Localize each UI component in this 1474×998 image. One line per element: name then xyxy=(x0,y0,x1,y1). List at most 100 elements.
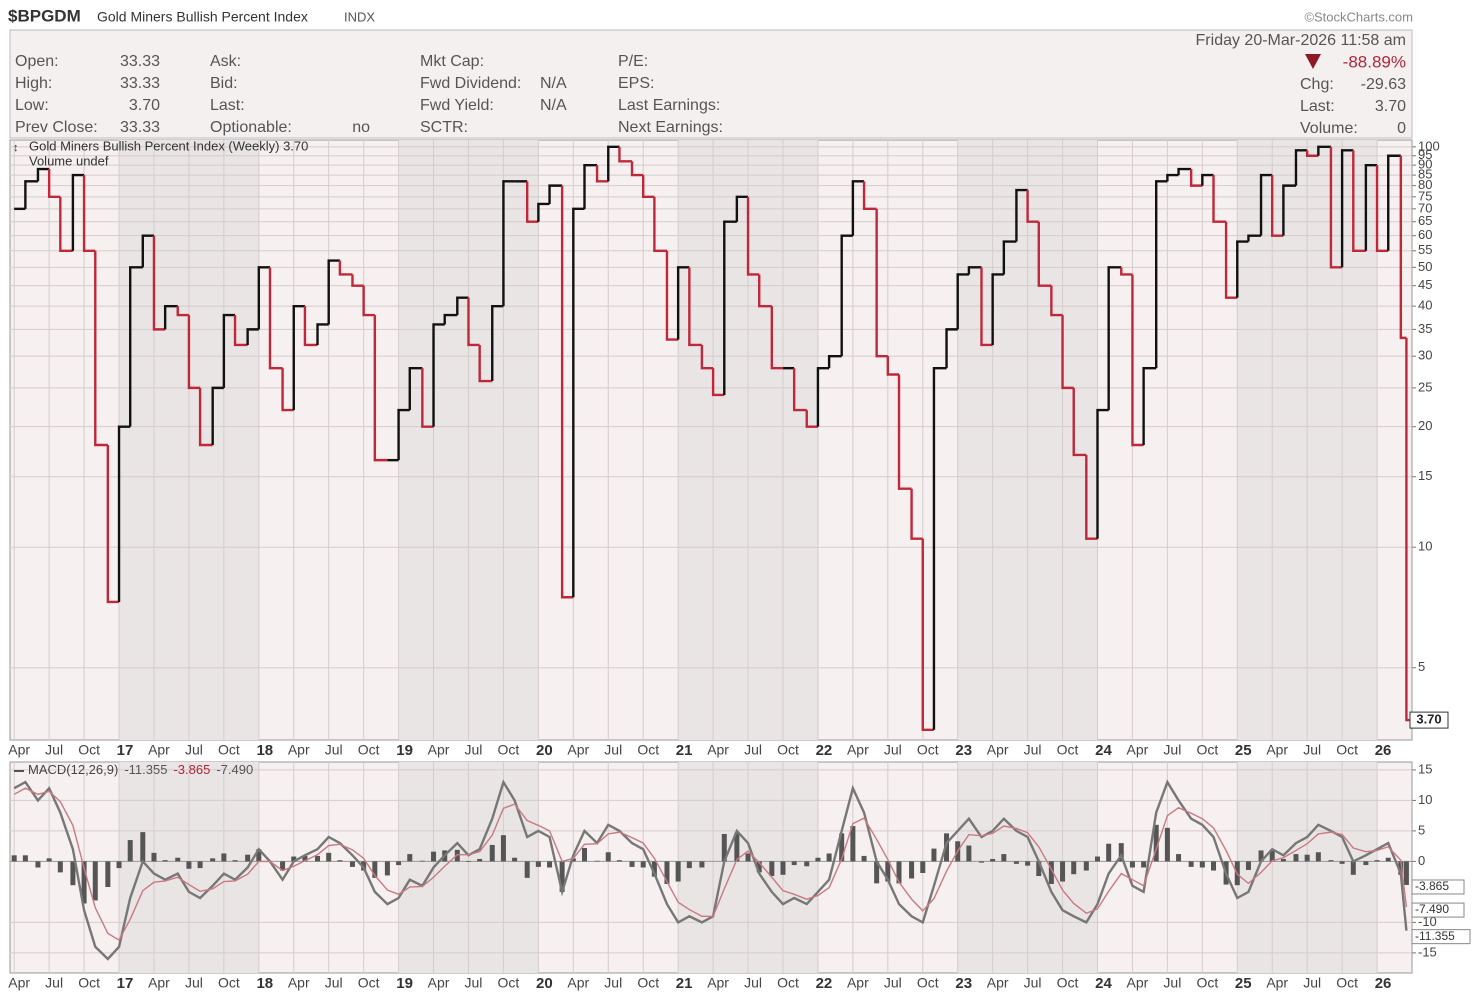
x-tick-label: Apr xyxy=(288,975,310,991)
price-step xyxy=(281,368,294,412)
price-step xyxy=(71,173,85,251)
y-tick-label: 30 xyxy=(1418,348,1432,363)
source: ©StockCharts.com xyxy=(1304,9,1413,24)
histogram-bar xyxy=(489,844,495,862)
y-tick-label: 65 xyxy=(1418,213,1432,228)
x-tick-label: 22 xyxy=(816,742,833,759)
index-name: Gold Miners Bullish Percent Index xyxy=(97,9,308,25)
histogram-bar xyxy=(232,860,238,862)
x-tick-label: Jul xyxy=(465,975,483,991)
price-step xyxy=(525,181,539,223)
histogram-bar xyxy=(280,861,286,871)
price-step xyxy=(1120,267,1133,276)
x-tick-label: Jul xyxy=(1163,742,1181,758)
x-tick-label: 22 xyxy=(816,975,833,992)
price-step xyxy=(945,328,958,369)
x-tick-label: Oct xyxy=(218,975,240,991)
histogram-bar xyxy=(1385,857,1391,862)
field-value: no xyxy=(352,119,370,136)
x-tick-label: 20 xyxy=(536,742,553,759)
legend-label: MACD(12,26,9) xyxy=(28,762,118,777)
histogram-bar xyxy=(686,861,692,869)
histogram-bar xyxy=(512,857,518,862)
field-value: 33.33 xyxy=(120,53,160,70)
x-tick-label: Apr xyxy=(707,975,729,991)
price-step xyxy=(711,368,725,397)
price-step xyxy=(572,207,585,598)
price-step xyxy=(548,184,563,204)
field-label: Low: xyxy=(15,97,49,114)
price-step xyxy=(1166,173,1179,182)
histogram-bar xyxy=(1211,861,1217,871)
x-tick-label: 21 xyxy=(676,975,693,992)
price-step xyxy=(1387,154,1401,251)
field-label: Last: xyxy=(210,97,245,114)
price-step xyxy=(1015,188,1028,242)
field-value: N/A xyxy=(540,97,567,114)
price-step xyxy=(303,306,318,347)
x-tick-label: 19 xyxy=(396,742,413,759)
x-tick-label: 25 xyxy=(1235,975,1252,992)
histogram-bar xyxy=(1304,854,1310,862)
x-tick-label: Jul xyxy=(884,975,902,991)
histogram-bar xyxy=(535,861,541,867)
price-step xyxy=(967,266,982,275)
y-tick-label: 60 xyxy=(1418,227,1432,242)
price-step xyxy=(583,163,598,209)
price-step xyxy=(106,445,120,604)
histogram-bar xyxy=(896,861,902,884)
price-step xyxy=(1340,149,1354,268)
price-step xyxy=(1247,234,1262,242)
y-tick-label: 55 xyxy=(1418,242,1432,257)
price-step xyxy=(676,266,690,340)
histogram-bar xyxy=(315,855,321,862)
histogram-bar xyxy=(826,853,832,862)
histogram-bar xyxy=(186,861,192,869)
x-tick-label: Apr xyxy=(148,742,170,758)
price-step xyxy=(211,386,224,446)
price-step xyxy=(1352,150,1366,252)
stat-value: 0 xyxy=(1397,120,1406,137)
x-tick-label: Jul xyxy=(1303,742,1321,758)
field-label: P/E: xyxy=(618,53,648,70)
histogram-bar xyxy=(675,861,681,882)
y-tick-label: 10 xyxy=(1418,539,1432,554)
histogram-bar xyxy=(990,858,996,862)
field-label: Ask: xyxy=(210,53,241,70)
price-step xyxy=(991,273,1004,345)
x-tick-label: Oct xyxy=(1336,975,1358,991)
price-step xyxy=(862,181,877,211)
price-step xyxy=(1271,175,1284,237)
histogram-bar xyxy=(419,860,425,862)
x-tick-label: Oct xyxy=(78,975,100,991)
price-step xyxy=(198,387,213,447)
price-step xyxy=(897,374,912,490)
x-tick-label: 25 xyxy=(1235,742,1252,759)
histogram-bar xyxy=(407,854,413,862)
x-tick-label: Apr xyxy=(148,975,170,991)
histogram-bar xyxy=(815,857,821,862)
histogram-bar xyxy=(1013,861,1019,864)
price-step xyxy=(1177,167,1192,176)
price-step xyxy=(792,368,807,412)
x-tick-label: Oct xyxy=(637,975,659,991)
price-step xyxy=(24,180,38,209)
x-tick-label: Oct xyxy=(917,742,939,758)
price-step xyxy=(537,202,550,222)
price-step xyxy=(1050,285,1063,317)
histogram-bar xyxy=(162,860,168,862)
price-step xyxy=(1399,155,1407,340)
x-tick-label: Jul xyxy=(185,975,203,991)
value-tag: -11.355 xyxy=(1415,929,1455,943)
histogram-bar xyxy=(1339,861,1345,864)
x-tick-label: Oct xyxy=(78,742,100,758)
value-tag: -3.865 xyxy=(1415,879,1449,893)
histogram-bar xyxy=(372,861,378,878)
x-tick-label: Oct xyxy=(358,975,380,991)
histogram-bar xyxy=(175,857,181,862)
histogram-bar xyxy=(1245,861,1251,870)
histogram-bar xyxy=(839,833,845,862)
x-tick-label: Jul xyxy=(45,975,63,991)
y-tick-label: 80 xyxy=(1418,177,1432,192)
